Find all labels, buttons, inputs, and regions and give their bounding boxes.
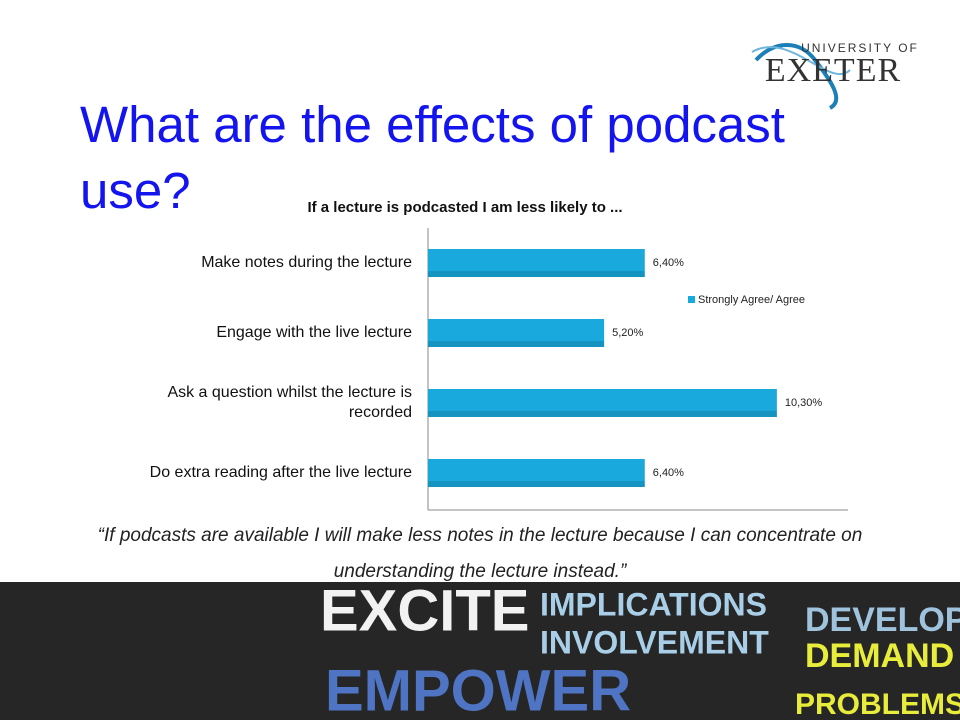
logo-text: UNIVERSITY OF bbox=[801, 41, 919, 55]
bar bbox=[428, 389, 777, 417]
value-label: 5,20% bbox=[612, 327, 643, 339]
category-label: Ask a question whilst the lecture is rec… bbox=[167, 384, 412, 421]
bar-shade bbox=[428, 341, 605, 347]
bar-shade bbox=[428, 411, 777, 417]
category-label: Do extra reading after the live lecture bbox=[149, 464, 412, 481]
quote: “If podcasts are available I will make l… bbox=[97, 525, 863, 582]
value-label: 6,40% bbox=[653, 467, 684, 479]
chart: 6,40% 5,20% 10,30% 6,40% Strongly Agree/ Agr… bbox=[427, 228, 848, 511]
chart-title: If a lecture is podcasted I am less like… bbox=[307, 199, 622, 216]
category-label: Engage with the live lecture bbox=[216, 324, 412, 341]
logo-text: EXETER bbox=[765, 52, 901, 89]
banner-word: DEVELOP bbox=[805, 601, 960, 639]
bar bbox=[428, 319, 605, 347]
banner-word: DEMAND bbox=[805, 637, 954, 675]
value-label: 6,40% bbox=[653, 257, 684, 269]
bar-shade bbox=[428, 481, 645, 487]
value-label: 10,30% bbox=[785, 397, 823, 409]
category-label: Make notes during the lecture bbox=[201, 254, 412, 271]
slide-title: What are the effects of podcast use? bbox=[80, 96, 785, 219]
banner-word: EXCITE bbox=[320, 578, 530, 643]
bar bbox=[428, 249, 645, 277]
banner-word: PROBLEMS bbox=[795, 688, 960, 720]
legend-swatch bbox=[688, 296, 695, 303]
bar-shade bbox=[428, 271, 645, 277]
banner-word: EMPOWER bbox=[325, 658, 631, 720]
banner-word: IMPLICATIONS bbox=[540, 586, 767, 622]
bar bbox=[428, 459, 645, 487]
logo: UNIVERSITY OF EXETER bbox=[751, 41, 919, 110]
legend-label: Strongly Agree/ Agree bbox=[698, 294, 805, 306]
banner bbox=[0, 582, 960, 720]
banner-word: INVOLVEMENT bbox=[540, 624, 769, 660]
